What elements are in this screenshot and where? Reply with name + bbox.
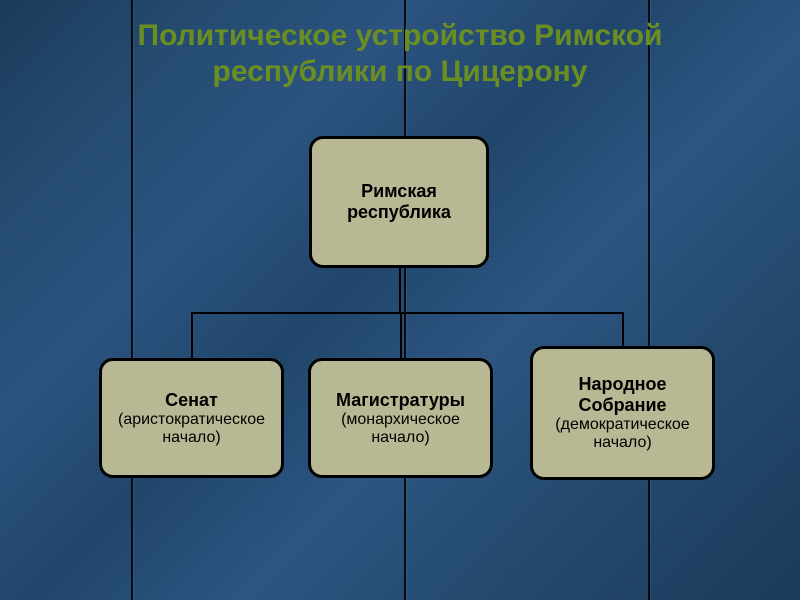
node-right-bold1: Народное — [578, 374, 666, 395]
node-left: Сенат (аристократическое начало) — [99, 358, 284, 478]
slide: Политическое устройство Римской республи… — [0, 0, 800, 600]
conn-root-down — [399, 268, 401, 312]
node-right: Народное Собрание (демократическое начал… — [530, 346, 715, 480]
node-mid-sub1: (монархическое — [341, 411, 460, 429]
page-title: Политическое устройство Римской республи… — [0, 18, 800, 90]
bg-vline-1 — [131, 0, 133, 600]
node-right-sub2: начало) — [593, 434, 651, 452]
node-root-line1: Римская — [361, 181, 437, 202]
node-mid-bold: Магистратуры — [336, 390, 465, 411]
node-mid: Магистратуры (монархическое начало) — [308, 358, 493, 478]
node-left-bold: Сенат — [165, 390, 218, 411]
node-root-line2: республика — [347, 202, 451, 223]
title-line2: республики по Цицерону — [213, 55, 588, 88]
conn-drop-mid — [400, 312, 402, 358]
node-left-sub1: (аристократическое — [118, 411, 265, 429]
node-right-bold2: Собрание — [578, 395, 666, 416]
node-right-sub1: (демократическое — [555, 416, 689, 434]
title-line1: Политическое устройство Римской — [138, 19, 663, 52]
conn-drop-left — [191, 312, 193, 358]
bg-vline-2 — [404, 0, 406, 600]
node-left-sub2: начало) — [162, 429, 220, 447]
node-root: Римская республика — [309, 136, 489, 268]
bg-vline-3 — [648, 0, 650, 600]
node-mid-sub2: начало) — [371, 429, 429, 447]
conn-bus — [191, 312, 624, 314]
